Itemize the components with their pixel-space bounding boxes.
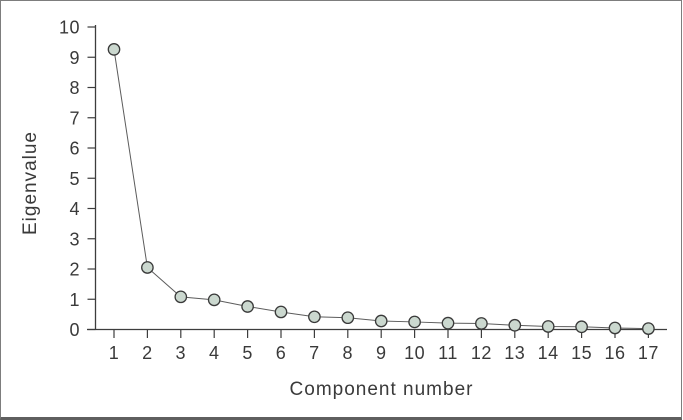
x-tick-label: 3 [176, 343, 187, 363]
data-line [113, 49, 649, 330]
x-tick-label: 1 [109, 343, 120, 363]
x-tick-label: 17 [638, 343, 659, 363]
x-tick-label: 5 [242, 343, 253, 363]
data-point [107, 43, 121, 56]
data-point [207, 293, 221, 307]
x-tick-label: 12 [471, 343, 492, 363]
data-point [608, 321, 622, 335]
data-point [274, 305, 288, 319]
y-tick-label: 6 [69, 139, 80, 159]
y-tick-label: 5 [69, 169, 80, 189]
data-point [374, 314, 388, 328]
y-tick-label: 7 [69, 108, 80, 128]
y-tick-label: 9 [69, 48, 80, 68]
x-tick-label: 13 [504, 343, 525, 363]
data-point [141, 261, 154, 274]
x-tick-label: 14 [538, 343, 559, 363]
data-point [174, 290, 188, 304]
x-tick-label: 9 [376, 343, 387, 363]
y-axis-title: Eigenvalue [20, 130, 41, 236]
y-tick-label: 2 [69, 260, 80, 280]
x-tick-label: 7 [309, 343, 320, 363]
y-tick-label: 3 [69, 229, 80, 249]
y-tick-label: 10 [59, 18, 80, 38]
x-tick-label: 15 [571, 343, 592, 363]
x-tick-label: 10 [404, 343, 425, 363]
data-point [642, 322, 655, 335]
data-point [241, 300, 254, 313]
x-tick-label: 11 [438, 343, 458, 363]
x-axis-title: Component number [289, 379, 474, 400]
data-point [308, 310, 321, 324]
y-tick-label: 8 [69, 78, 80, 98]
data-point [541, 320, 555, 333]
data-point [341, 311, 355, 325]
data-point [508, 318, 522, 332]
y-tick-label: 4 [69, 199, 80, 219]
data-point [408, 315, 421, 329]
x-tick-label: 2 [142, 343, 153, 363]
data-point [575, 320, 588, 334]
y-tick-label: 0 [69, 320, 80, 340]
x-tick-label: 4 [209, 343, 220, 363]
data-point [475, 317, 488, 330]
data-point [441, 316, 455, 330]
y-tick-label: 1 [69, 290, 80, 310]
x-tick-label: 8 [343, 343, 354, 363]
x-tick-label: 16 [604, 343, 625, 363]
x-tick-label: 6 [276, 343, 287, 363]
